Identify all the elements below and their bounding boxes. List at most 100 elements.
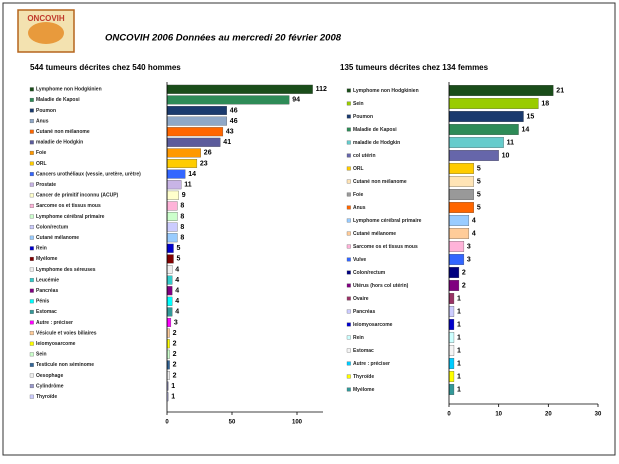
value-label: 1 xyxy=(171,394,175,401)
bar xyxy=(166,148,201,158)
legend-swatch xyxy=(346,335,351,340)
legend-swatch xyxy=(29,373,34,378)
legend-swatch xyxy=(29,309,34,314)
category-label: leiomyosarcome xyxy=(353,322,393,328)
bar xyxy=(448,202,474,213)
value-label: 2 xyxy=(173,341,177,348)
bar xyxy=(166,275,173,285)
legend-swatch xyxy=(29,161,34,166)
legend-swatch xyxy=(346,127,351,132)
bar xyxy=(448,111,524,122)
bar xyxy=(448,215,470,226)
value-label: 2 xyxy=(462,269,466,276)
value-label: 2 xyxy=(173,372,177,379)
category-label: Pancréas xyxy=(353,309,375,315)
x-tick-label: 0 xyxy=(447,412,451,418)
legend-swatch xyxy=(29,140,34,145)
legend-swatch xyxy=(346,309,351,314)
value-label: 1 xyxy=(457,373,461,380)
bar xyxy=(166,84,313,94)
bar xyxy=(448,150,499,161)
category-label: Estomac xyxy=(353,348,374,354)
slide-title: ONCOVIH 2006 Données au mercredi 20 févr… xyxy=(105,33,342,44)
bar xyxy=(166,254,174,264)
value-label: 1 xyxy=(457,321,461,328)
category-label: Sein xyxy=(36,352,47,358)
legend-swatch xyxy=(29,97,34,102)
category-label: Lymphome des séreuses xyxy=(36,267,96,273)
value-label: 2 xyxy=(462,282,466,289)
bar xyxy=(166,169,186,179)
legend-swatch xyxy=(346,153,351,158)
category-label: Lymphome cérébral primaire xyxy=(353,218,422,224)
category-label: Cylindrôme xyxy=(36,383,64,389)
bar xyxy=(166,233,178,243)
bar xyxy=(448,358,455,369)
bar xyxy=(448,319,455,330)
category-label: Vésicule et voies biliaires xyxy=(36,330,97,336)
legend-swatch xyxy=(346,179,351,184)
category-label: Rein xyxy=(353,335,364,341)
value-label: 4 xyxy=(175,309,179,316)
legend-swatch xyxy=(29,108,34,113)
value-label: 15 xyxy=(527,113,535,120)
legend-swatch xyxy=(29,246,34,251)
legend-swatch xyxy=(346,101,351,106)
value-label: 4 xyxy=(175,298,179,305)
legend-swatch xyxy=(29,331,34,336)
category-label: Lymphome non Hodgkinien xyxy=(36,87,102,93)
bar xyxy=(448,371,455,382)
value-label: 46 xyxy=(230,118,238,125)
value-label: 4 xyxy=(175,288,179,295)
bar xyxy=(166,95,290,105)
value-label: 1 xyxy=(457,295,461,302)
legend-swatch xyxy=(29,214,34,219)
bar xyxy=(166,190,179,200)
value-label: 112 xyxy=(316,86,327,93)
category-label: col utérin xyxy=(353,153,376,159)
category-label: Myélome xyxy=(353,387,375,393)
category-label: Sein xyxy=(353,101,364,107)
value-label: 1 xyxy=(457,308,461,315)
value-label: 3 xyxy=(174,319,178,326)
legend-swatch xyxy=(29,235,34,240)
chart-title: 544 tumeurs décrites chez 540 hommes xyxy=(30,63,181,72)
value-label: 26 xyxy=(204,150,212,157)
value-label: 9 xyxy=(182,192,186,199)
category-label: Oesophage xyxy=(36,373,63,379)
bar xyxy=(448,85,554,96)
legend-swatch xyxy=(346,296,351,301)
category-label: Cutané non mélanome xyxy=(353,179,407,185)
category-label: Cutané non mélanome xyxy=(36,129,90,135)
logo: ONCOVIH xyxy=(17,9,75,53)
slide-border xyxy=(2,2,616,456)
category-label: Sarcome os et tissus mous xyxy=(36,203,101,209)
legend-swatch xyxy=(29,267,34,272)
bar xyxy=(448,332,455,343)
legend-swatch xyxy=(29,362,34,367)
category-label: Rein xyxy=(36,246,47,252)
value-label: 14 xyxy=(522,126,530,133)
x-tick-label: 50 xyxy=(229,420,236,426)
logo-shape xyxy=(28,22,64,44)
category-label: Lymphome non Hodgkinien xyxy=(353,88,419,94)
category-label: Poumon xyxy=(36,108,56,114)
value-label: 1 xyxy=(457,334,461,341)
legend-swatch xyxy=(29,341,34,346)
value-label: 3 xyxy=(467,256,471,263)
value-label: 1 xyxy=(171,383,175,390)
x-tick-label: 0 xyxy=(165,420,169,426)
bar xyxy=(448,241,465,252)
category-label: Cancers urothéliaux (vessie, uretère, ur… xyxy=(36,171,141,177)
value-label: 94 xyxy=(292,97,300,104)
value-label: 8 xyxy=(180,203,184,210)
category-label: ORL xyxy=(353,166,364,172)
value-label: 3 xyxy=(467,243,471,250)
legend-swatch xyxy=(29,384,34,389)
bar xyxy=(448,384,455,395)
legend-swatch xyxy=(29,172,34,177)
legend-swatch xyxy=(346,244,351,249)
bar xyxy=(448,137,504,148)
category-label: Thyroïde xyxy=(36,394,57,400)
